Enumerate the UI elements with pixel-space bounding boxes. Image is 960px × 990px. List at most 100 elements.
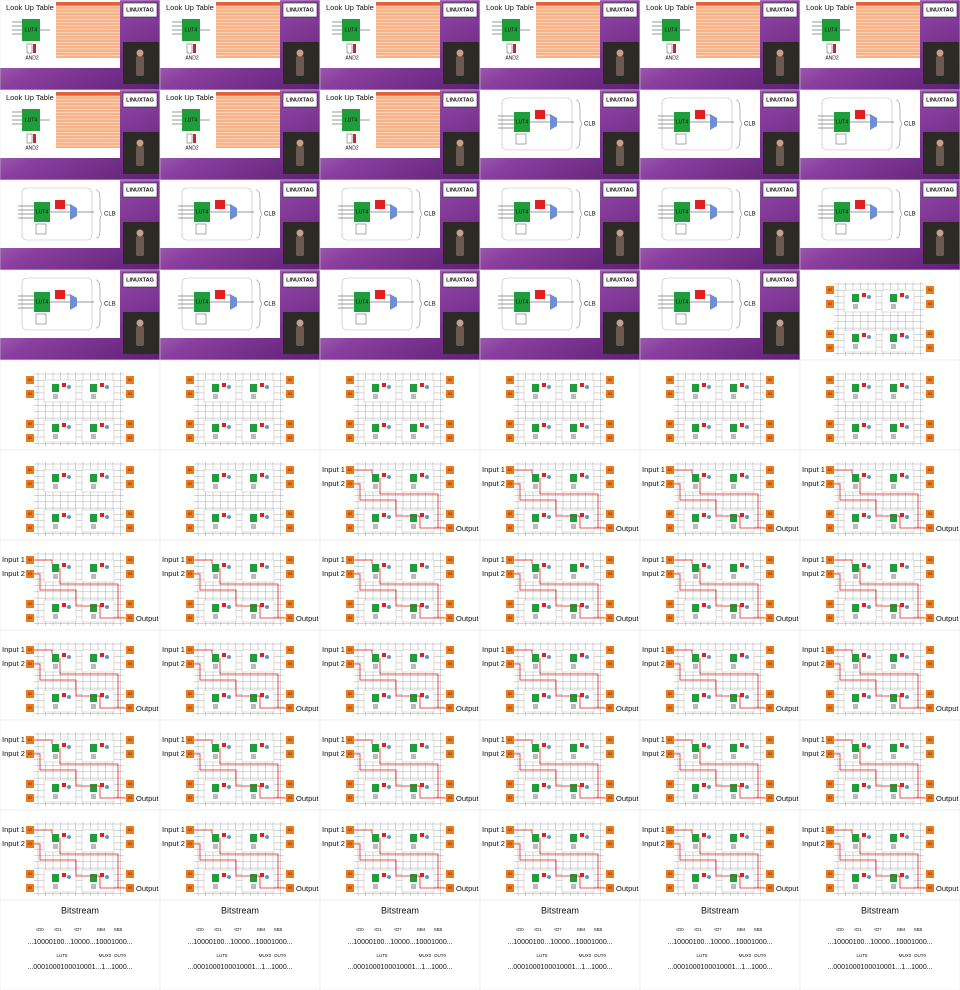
mux <box>105 695 109 699</box>
brace <box>415 279 423 329</box>
lut-memory <box>835 133 847 145</box>
flip-flop <box>535 200 545 209</box>
lut-block <box>570 784 577 792</box>
mux <box>550 114 557 130</box>
lut-block <box>890 784 897 792</box>
io-block <box>506 870 514 878</box>
io-label: IO <box>448 828 452 832</box>
lut-label: LUT4 <box>185 27 197 33</box>
flip-flop <box>260 513 264 517</box>
truth-table-header <box>696 2 760 6</box>
io-block <box>606 736 614 744</box>
lut-block <box>692 514 699 522</box>
mux <box>870 114 877 130</box>
speaker <box>136 236 144 256</box>
clb-cell <box>881 559 915 583</box>
speaker-head <box>136 49 144 57</box>
io-block <box>286 556 294 564</box>
clb-cell <box>523 869 557 893</box>
flip-flop <box>695 200 705 209</box>
io-label: IO <box>608 392 612 396</box>
lut-block <box>52 384 59 392</box>
field-label: IO7 <box>714 927 722 932</box>
flip-flop <box>695 290 705 299</box>
io-label: IO <box>348 872 352 876</box>
clb-cell <box>203 469 237 493</box>
clb-label: CLB <box>744 302 756 308</box>
lut-memory <box>411 704 416 709</box>
truth-table-header <box>216 2 280 6</box>
brace <box>735 99 743 149</box>
frame-background <box>800 360 960 450</box>
io-label: IO <box>128 422 132 426</box>
lut-memory <box>853 884 858 889</box>
flip-flop <box>62 473 66 477</box>
lut-memory <box>213 614 218 619</box>
io-block <box>126 870 134 878</box>
flip-flop <box>900 783 904 787</box>
io-block <box>446 736 454 744</box>
route <box>34 649 126 709</box>
route <box>59 568 119 618</box>
clb-cell <box>721 829 755 853</box>
io-label: IO <box>288 602 292 606</box>
io-block <box>186 570 194 578</box>
mux <box>707 695 711 699</box>
mux <box>745 385 749 389</box>
flip-flop <box>862 423 866 427</box>
mux <box>547 875 551 879</box>
clb-cell <box>881 599 915 623</box>
route <box>859 568 919 618</box>
io-block <box>126 660 134 668</box>
io-label: IO <box>928 842 932 846</box>
lut-memory <box>373 434 378 439</box>
lut-memory <box>731 574 736 579</box>
io-label: IO <box>448 692 452 696</box>
flip-flop <box>420 873 424 877</box>
lut-block <box>532 744 539 752</box>
io-label: IO <box>928 526 932 530</box>
io-label: IO <box>128 572 132 576</box>
mux <box>265 385 269 389</box>
io-block <box>926 524 934 532</box>
bit-string: ...0001000100010001...1...1000... <box>667 964 772 971</box>
io-block <box>126 840 134 848</box>
clb-cell <box>43 689 77 713</box>
io-label: IO <box>28 392 32 396</box>
mux <box>867 875 871 879</box>
clb-cell <box>843 689 877 713</box>
lut-block <box>410 874 417 882</box>
io-label: IO <box>768 436 772 440</box>
bit-string: ...10000100...10000...10001000... <box>27 939 132 946</box>
io-block <box>506 826 514 834</box>
speaker <box>456 56 464 76</box>
mux <box>707 425 711 429</box>
frame-background <box>480 360 640 450</box>
lut-memory <box>251 574 256 579</box>
flip-flop <box>215 290 225 299</box>
lut-memory <box>251 884 256 889</box>
lut-memory <box>571 574 576 579</box>
lut-memory <box>213 754 218 759</box>
io-label: IO <box>668 512 672 516</box>
field-label: SB5 <box>754 927 763 932</box>
route <box>194 829 286 889</box>
io-block <box>186 390 194 398</box>
truth-table-header <box>376 92 440 96</box>
io-block <box>926 556 934 564</box>
io-label: IO <box>288 378 292 382</box>
clb-cell <box>401 869 435 893</box>
io-label: IO <box>928 378 932 382</box>
io-label: IO <box>288 692 292 696</box>
io-block <box>766 570 774 578</box>
io-label: IO <box>768 662 772 666</box>
io-label: IO <box>768 706 772 710</box>
flip-flop <box>260 383 264 387</box>
io-block <box>606 840 614 848</box>
flip-flop <box>375 200 385 209</box>
io-label: IO <box>188 378 192 382</box>
lut-memory <box>195 313 207 325</box>
lut-memory <box>91 484 96 489</box>
route <box>834 739 926 799</box>
